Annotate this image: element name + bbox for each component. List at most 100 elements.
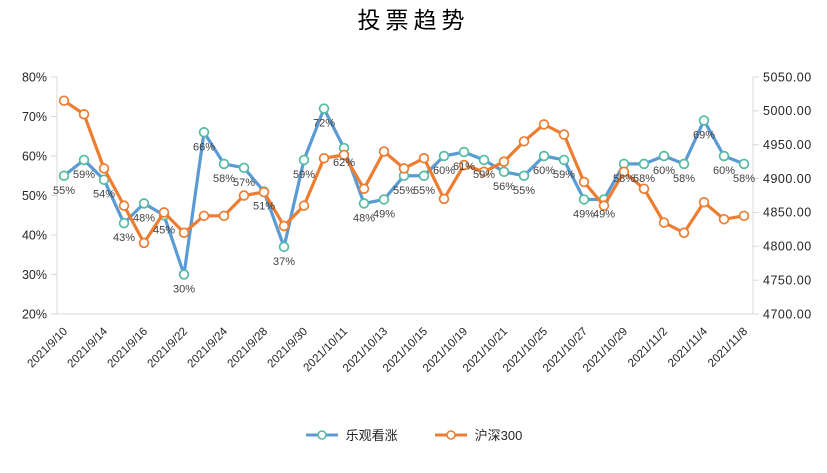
data-point-hs300 [498, 156, 510, 167]
svg-text:2021/9/22: 2021/9/22 [145, 326, 190, 371]
svg-text:4800.00: 4800.00 [763, 240, 812, 254]
data-point-optimistic [738, 158, 750, 170]
data-point-hs300 [298, 200, 310, 211]
svg-text:43%: 43% [113, 232, 135, 244]
data-point-optimistic [378, 194, 390, 205]
data-point-optimistic [678, 158, 690, 170]
data-point-hs300 [618, 166, 630, 178]
data-point-hs300 [198, 210, 210, 222]
svg-text:45%: 45% [153, 224, 175, 236]
data-point-hs300 [378, 146, 390, 157]
data-point-optimistic [438, 150, 450, 162]
svg-text:4900.00: 4900.00 [763, 172, 812, 186]
data-point-hs300 [398, 163, 410, 174]
data-point-hs300 [178, 227, 190, 238]
data-point-hs300 [478, 166, 490, 178]
svg-text:2021/11/8: 2021/11/8 [706, 326, 750, 370]
data-point-hs300 [238, 190, 250, 201]
data-point-optimistic [498, 166, 510, 178]
data-point-hs300 [258, 186, 270, 198]
data-point-optimistic [558, 154, 570, 166]
svg-text:58%: 58% [733, 173, 755, 185]
svg-text:2021/9/28: 2021/9/28 [225, 326, 270, 371]
svg-text:2021/9/24: 2021/9/24 [185, 325, 230, 370]
legend-item-hs300[interactable]: 沪深300 [434, 425, 523, 444]
svg-text:5050.00: 5050.00 [763, 70, 812, 84]
svg-text:4750.00: 4750.00 [763, 273, 812, 287]
data-point-optimistic [318, 103, 330, 114]
data-point-optimistic [138, 198, 150, 209]
data-point-hs300 [678, 227, 690, 238]
svg-text:50%: 50% [22, 189, 47, 203]
data-point-hs300 [98, 163, 110, 174]
data-point-optimistic [578, 194, 590, 205]
legend-label-hs300: 沪深300 [474, 428, 523, 443]
svg-text:60%: 60% [653, 165, 675, 177]
data-point-optimistic [118, 217, 130, 229]
svg-text:60%: 60% [713, 165, 735, 177]
svg-text:49%: 49% [373, 208, 395, 220]
svg-text:55%: 55% [393, 185, 415, 197]
svg-text:62%: 62% [333, 157, 355, 169]
data-point-hs300 [78, 108, 90, 120]
legend-label-optimistic: 乐观看涨 [345, 428, 398, 443]
series-optimistic [58, 103, 750, 280]
svg-text:59%: 59% [293, 169, 315, 181]
svg-text:48%: 48% [353, 212, 375, 224]
svg-text:5000.00: 5000.00 [763, 104, 812, 118]
data-point-hs300 [698, 197, 710, 208]
legend-line-marker-icon-optimistic [305, 429, 338, 440]
data-point-optimistic [538, 150, 550, 162]
svg-text:54%: 54% [93, 189, 115, 201]
data-point-hs300 [438, 193, 450, 205]
data-point-optimistic [218, 158, 230, 170]
legend-item-optimistic[interactable]: 乐观看涨 [305, 425, 398, 444]
svg-text:55%: 55% [53, 185, 75, 197]
legend: 乐观看涨 沪深300 [0, 425, 827, 444]
svg-text:2021/11/2: 2021/11/2 [626, 326, 670, 370]
data-point-optimistic [298, 154, 310, 166]
svg-text:56%: 56% [493, 181, 515, 193]
series-hs300 [58, 95, 750, 249]
svg-text:48%: 48% [133, 212, 155, 224]
svg-text:66%: 66% [193, 141, 215, 153]
svg-text:69%: 69% [693, 129, 715, 141]
svg-text:4700.00: 4700.00 [763, 307, 812, 321]
svg-text:2021/9/16: 2021/9/16 [105, 326, 150, 371]
svg-text:57%: 57% [233, 177, 255, 189]
data-point-hs300 [578, 176, 590, 188]
data-point-hs300 [658, 217, 670, 228]
svg-text:59%: 59% [73, 169, 95, 181]
svg-text:20%: 20% [22, 307, 47, 321]
y-axis-right: 5050.00 5000.00 4950.00 4900.00 4850.00 4800.… [753, 70, 812, 321]
svg-text:4950.00: 4950.00 [763, 138, 812, 152]
data-point-hs300 [718, 213, 730, 225]
data-point-hs300 [638, 183, 650, 194]
svg-text:60%: 60% [433, 165, 455, 177]
data-point-hs300 [598, 200, 610, 211]
svg-text:30%: 30% [173, 284, 195, 296]
svg-text:58%: 58% [633, 173, 655, 185]
svg-text:61%: 61% [453, 161, 475, 173]
data-point-optimistic [278, 241, 290, 253]
svg-text:58%: 58% [673, 173, 695, 185]
data-point-hs300 [458, 159, 470, 171]
svg-text:37%: 37% [273, 256, 295, 268]
svg-text:4850.00: 4850.00 [763, 206, 812, 220]
data-point-optimistic [178, 269, 190, 280]
data-point-hs300 [118, 200, 130, 211]
data-point-hs300 [338, 149, 350, 161]
data-point-optimistic [518, 170, 530, 182]
svg-text:70%: 70% [22, 110, 47, 124]
data-point-optimistic [198, 127, 210, 138]
data-point-optimistic [478, 154, 490, 166]
data-point-hs300 [158, 207, 170, 218]
x-axis-labels: 2021/9/102021/9/142021/9/162021/9/222021… [25, 325, 750, 375]
y-axis-left: 80% 70% 60% 50% 40% 30% 20% [22, 70, 57, 321]
data-point-optimistic [698, 115, 710, 126]
data-point-optimistic [418, 170, 430, 182]
data-point-optimistic [58, 170, 70, 182]
svg-text:49%: 49% [573, 208, 595, 220]
